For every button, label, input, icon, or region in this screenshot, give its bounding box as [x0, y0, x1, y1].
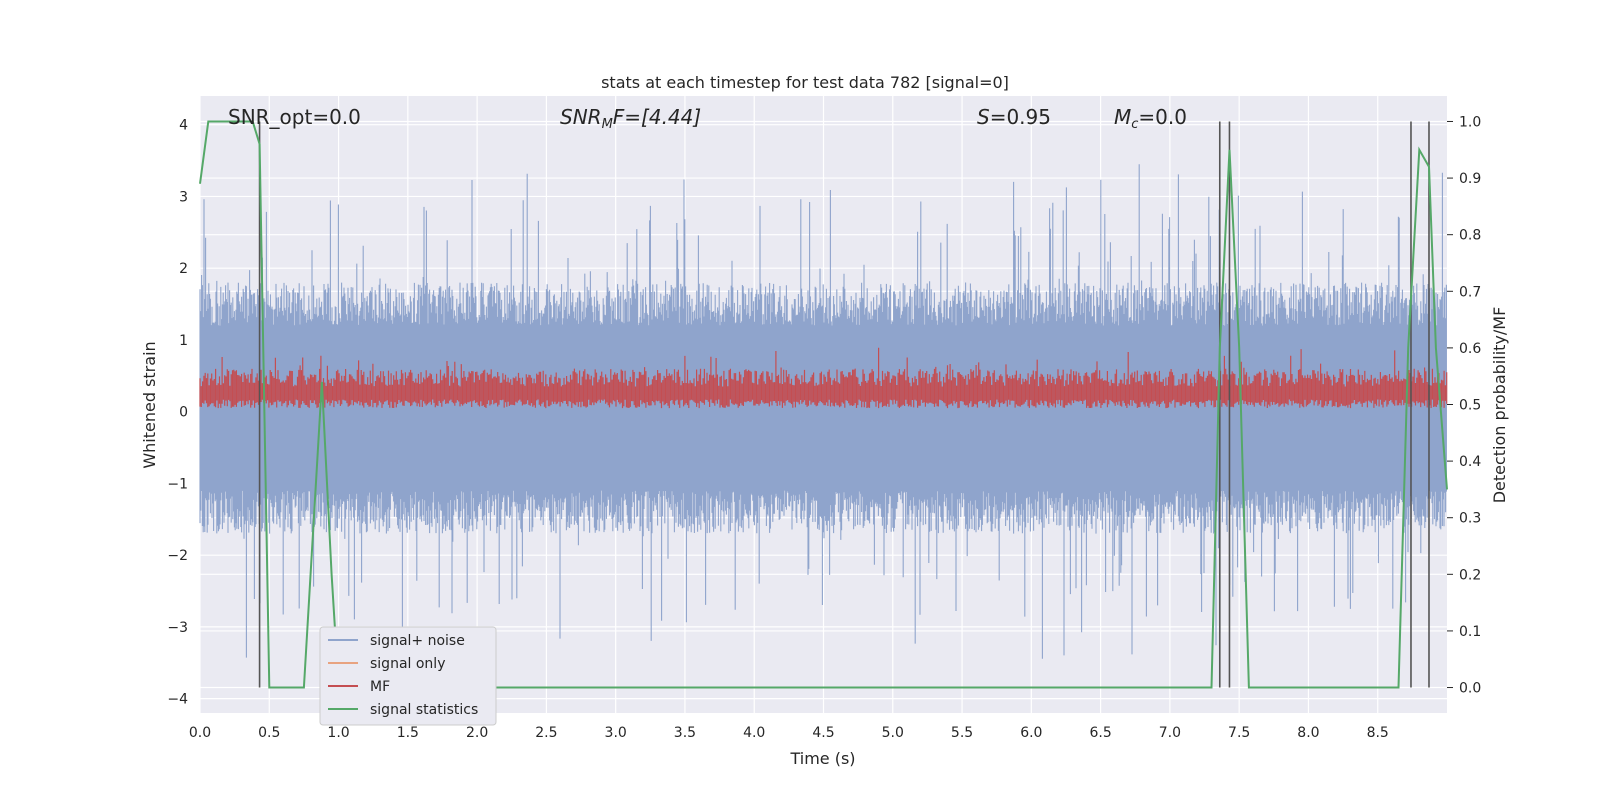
- legend-label: signal only: [370, 656, 445, 672]
- y-tick-label: −4: [167, 692, 188, 708]
- annotation-mc: Mc=0.0: [1114, 105, 1187, 132]
- x-tick-label: 8.0: [1297, 725, 1319, 741]
- legend-box: [319, 626, 497, 726]
- x-tick-label: 4.0: [743, 725, 765, 741]
- x-tick-label: 6.5: [1089, 725, 1111, 741]
- y2-tick-label: 0.0: [1459, 681, 1481, 697]
- y2-tick-label: 0.2: [1459, 567, 1481, 583]
- y-tick-label: −1: [167, 476, 188, 492]
- y-tick-label: 0: [179, 405, 188, 421]
- legend-label: signal+ noise: [370, 633, 465, 649]
- y2-tick-label: 0.8: [1459, 228, 1481, 244]
- y2-tick-label: 0.3: [1459, 511, 1481, 527]
- y2-tick-label: 1.0: [1459, 114, 1481, 130]
- x-tick-label: 1.5: [397, 725, 419, 741]
- y2-tick-label: 0.7: [1459, 284, 1481, 300]
- series-signal-statistics: [199, 120, 1448, 689]
- x-tick-label: 2.5: [535, 725, 557, 741]
- y2-tick-label: 0.9: [1459, 171, 1481, 187]
- x-tick-label: 5.5: [951, 725, 973, 741]
- chart-title: stats at each timestep for test data 782…: [601, 73, 1009, 92]
- y2-axis-label: Detection probability/MF: [1490, 307, 1509, 504]
- y-tick-label: −2: [167, 548, 188, 564]
- x-tick-label: 0.5: [258, 725, 280, 741]
- x-tick-label: 5.0: [882, 725, 904, 741]
- series-mf: [199, 347, 1448, 409]
- y2-tick-label: 0.6: [1459, 341, 1481, 357]
- y-tick-label: 3: [179, 189, 188, 205]
- y2-tick-label: 0.4: [1459, 454, 1481, 470]
- x-tick-label: 1.0: [327, 725, 349, 741]
- legend-label: MF: [370, 679, 390, 695]
- legend: signal+ noise signal only MF signal statist…: [319, 626, 497, 726]
- y-axis-label: Whitened strain: [140, 341, 159, 468]
- annotation-snr-opt: SNR_opt=0.0: [228, 105, 361, 129]
- annotation-snr-mf: SNRMF=[4.44]: [560, 105, 701, 132]
- mf-band: [199, 347, 1448, 409]
- vertical-markers: [258, 121, 1430, 688]
- x-tick-label: 7.0: [1159, 725, 1181, 741]
- x-tick-label: 2.0: [466, 725, 488, 741]
- x-ticks: 0.0 0.5 1.0 1.5 2.0 2.5 3.0 3.5 4.0 4.5 5.0 5.5 6.0 6…: [189, 725, 1389, 741]
- x-tick-label: 8.5: [1367, 725, 1389, 741]
- y-tick-label: 2: [179, 261, 188, 277]
- y-tick-label: −3: [167, 620, 188, 636]
- y2-tick-label: 0.5: [1459, 398, 1481, 414]
- annotation-s: S=0.95: [977, 105, 1051, 129]
- x-tick-label: 4.5: [812, 725, 834, 741]
- x-tick-label: 3.0: [605, 725, 627, 741]
- y-tick-label: 4: [179, 118, 188, 134]
- y-ticks: 4 3 2 1 0 −1 −2 −3 −4: [167, 118, 188, 708]
- y2-ticks: 1.0 0.9 0.8 0.7 0.6 0.5 0.4 0.3 0.2 0.1 0.0: [1447, 114, 1481, 697]
- x-tick-label: 0.0: [189, 725, 211, 741]
- x-tick-label: 6.0: [1020, 725, 1042, 741]
- x-axis-label: Time (s): [789, 749, 855, 768]
- x-tick-label: 3.5: [674, 725, 696, 741]
- y2-tick-label: 0.1: [1459, 624, 1481, 640]
- x-tick-label: 7.5: [1228, 725, 1250, 741]
- y-tick-label: 1: [179, 333, 188, 349]
- legend-label: signal statistics: [370, 702, 478, 718]
